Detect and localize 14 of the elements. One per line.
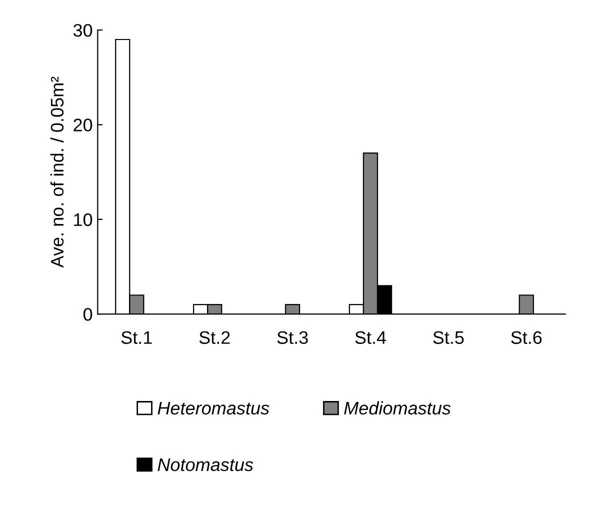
y-tick-label: 20 <box>74 118 92 132</box>
x-tick-label: St.3 <box>277 331 308 344</box>
y-tick-label: 30 <box>73 24 92 37</box>
x-tick-label: St.6 <box>511 331 542 344</box>
y-axis-title: Ave. no. of ind. / 0.05m² <box>50 76 64 268</box>
x-tick-label: St.1 <box>121 331 152 344</box>
x-tick-label: St.5 <box>433 331 464 344</box>
legend-label: Mediomastus <box>344 401 451 415</box>
x-tick-label: St.2 <box>199 331 230 344</box>
legend-label: Heteromastus <box>158 402 270 415</box>
legend-label: Notomastus <box>158 458 254 472</box>
x-tick-label: St.4 <box>355 331 386 344</box>
y-tick-label: 10 <box>74 213 92 226</box>
y-tick-label: 0 <box>83 308 92 321</box>
